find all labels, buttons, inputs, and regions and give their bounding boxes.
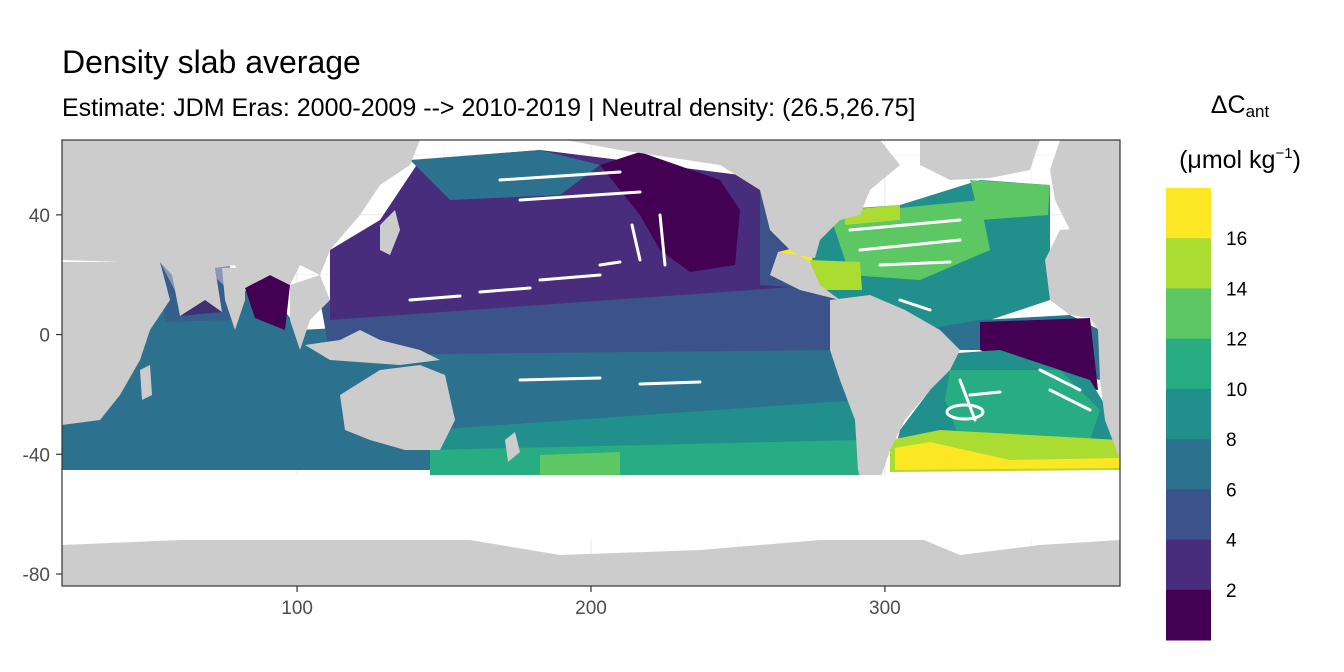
streak [1048,388,1092,412]
ocean-pacific-front-green [430,440,862,478]
legend-title-end: ) [1292,146,1301,174]
no-data-band [62,475,1120,540]
legend-title-sup: −1 [1275,145,1293,162]
map-layer [62,140,1120,586]
land-maritime-continent [305,330,440,365]
land-japan [380,210,400,255]
legend-title-line2: (μmol kg−1) [1160,133,1320,181]
streak [478,286,532,294]
y-tick-label: 40 [29,206,50,227]
chart-subtitle: Estimate: JDM Eras: 2000-2009 --> 2010-2… [62,94,916,122]
land-south-america [830,295,960,495]
x-tick-label: 100 [281,598,313,619]
land-india [222,268,245,330]
land-eurasia [62,140,420,316]
streak [658,213,667,267]
ocean-guinea-low [980,318,1098,390]
ocean-caribbean [810,260,862,290]
y-tick-label: -40 [23,445,50,466]
legend-title: ΔCant (μmol kg−1) [1160,84,1320,181]
y-axis: 40 0 -40 -80 [23,206,62,586]
y-tick-label: 0 [39,326,50,347]
streak [498,170,622,182]
land-new-zealand [505,432,520,462]
streak [598,260,622,267]
ocean-bay-of-bengal [245,275,290,330]
land-australia [340,365,455,450]
streak [630,223,642,262]
streak [858,238,962,252]
streak-loop [945,403,985,421]
ocean-pacific-light-green [540,452,620,478]
no-data-streaks [408,170,1092,422]
ocean-labrador [970,180,1050,220]
land-greenland [920,140,1040,180]
chart-title: Density slab average [62,44,361,80]
x-axis: 100 200 300 [281,586,901,619]
land-africa-east [62,262,170,425]
x-tick-label: 300 [869,598,901,619]
ocean-south-atlantic-yellow-core [895,442,1120,470]
ocean-bering [410,150,600,200]
streak [878,260,952,267]
streak [898,298,932,312]
land-southeast-asia [290,275,330,350]
legend-title-units: (μmol kg [1179,146,1276,174]
legend-title-line1: ΔCant [1160,84,1320,133]
land-madagascar [140,365,152,400]
streak [638,380,702,386]
streak [538,273,602,282]
land-africa-west [1045,225,1120,460]
streak [1038,368,1082,392]
streak [958,378,977,422]
legend-title-sub: ant [1245,102,1270,121]
land-mask [62,140,1120,586]
streak [968,390,1002,397]
streak [408,294,462,302]
land-north-america [565,140,900,300]
land-antarctica [62,530,1120,586]
legend-title-base: ΔC [1210,91,1246,119]
streak [518,376,602,382]
streak [518,190,642,202]
ocean-south-atlantic-interior [945,370,1100,440]
ocean-subpolar-pacific [600,152,740,272]
streak [848,218,962,232]
x-tick-label: 200 [575,598,607,619]
y-tick-label: -80 [23,565,50,586]
